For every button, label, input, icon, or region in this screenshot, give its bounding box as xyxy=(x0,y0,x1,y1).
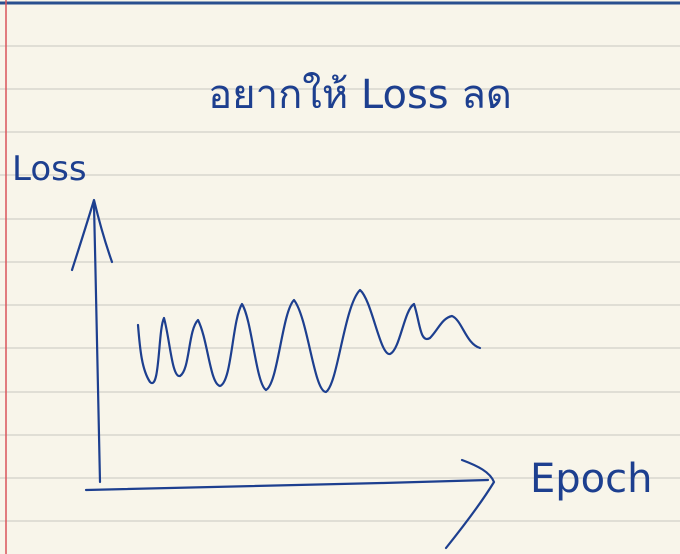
x-axis-label: Epoch xyxy=(530,456,652,502)
note-title: อยากให้ Loss ลด xyxy=(208,71,512,118)
y-axis xyxy=(92,203,102,484)
ruled-lines xyxy=(0,45,680,522)
x-axis-arrowhead xyxy=(444,458,496,550)
y-axis-arrowhead xyxy=(70,198,114,272)
y-axis-label: Loss xyxy=(12,149,87,189)
loss-curve-sketch xyxy=(136,288,482,394)
x-axis xyxy=(84,478,490,492)
